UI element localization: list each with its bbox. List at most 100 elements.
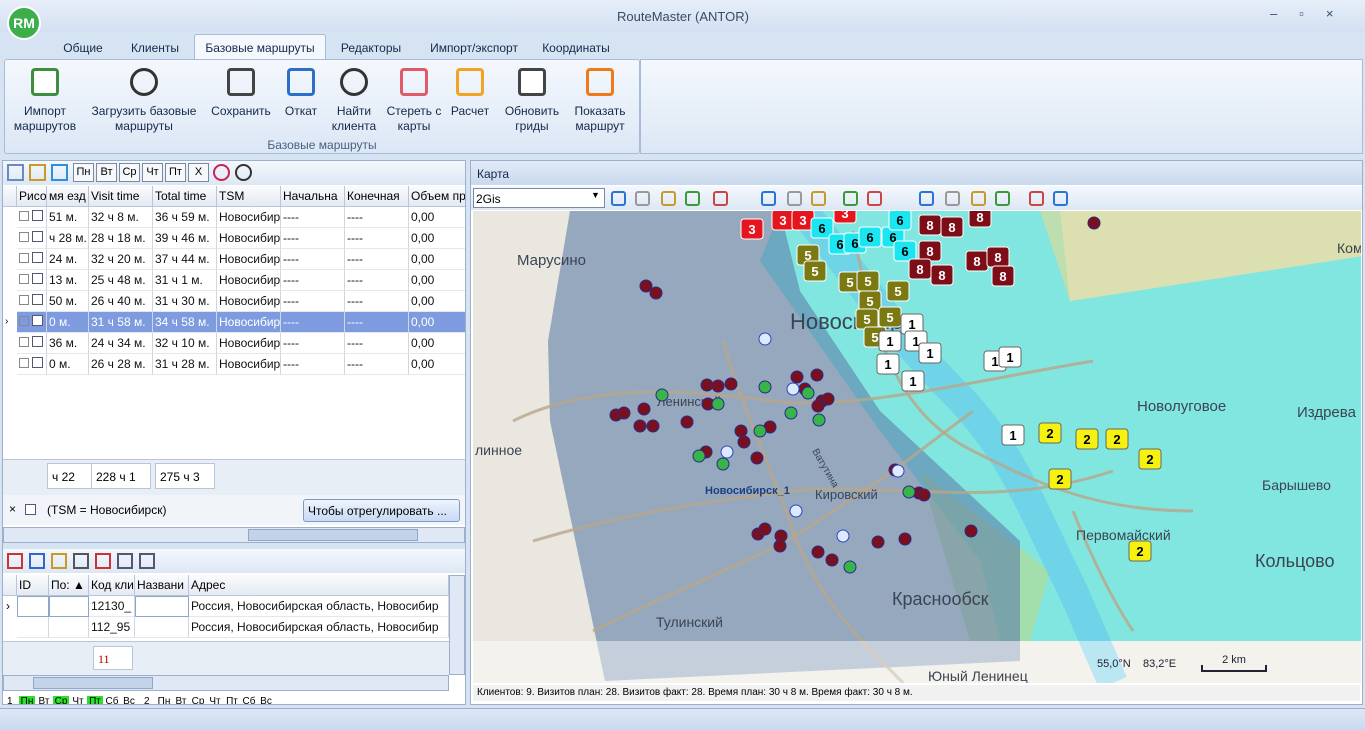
toolbar-icon[interactable]: [787, 191, 802, 206]
ribbon-button-label[interactable]: Откат: [284, 104, 318, 118]
tab[interactable]: Импорт/экспорт: [430, 41, 518, 55]
cell[interactable]: [17, 617, 49, 638]
cell[interactable]: 31 ч 30 м.: [153, 291, 217, 312]
row-indicator[interactable]: ›: [5, 316, 9, 327]
filter-button[interactable]: Чтобы отрегулировать ...: [303, 499, 460, 522]
select-arrow[interactable]: ▼: [591, 190, 600, 200]
day-button[interactable]: Чт: [142, 163, 163, 182]
toolbar-icon[interactable]: [213, 164, 230, 181]
cell[interactable]: 25 ч 48 м.: [89, 270, 153, 291]
cell[interactable]: ----: [345, 333, 409, 354]
tab[interactable]: Координаты: [542, 41, 610, 55]
h-scroll-thumb[interactable]: [248, 529, 418, 541]
ribbon-button-label[interactable]: Сохранить: [211, 104, 271, 118]
toolbar-icon[interactable]: [995, 191, 1010, 206]
toolbar-icon[interactable]: [95, 553, 111, 569]
cell[interactable]: [49, 617, 89, 638]
cell[interactable]: [135, 596, 189, 617]
cell[interactable]: 0,00: [409, 207, 465, 228]
column-header[interactable]: Объем пр: [409, 186, 465, 207]
filter-close[interactable]: ×: [9, 502, 17, 516]
row-expand[interactable]: [17, 270, 47, 291]
column-header[interactable]: Рисо: [17, 186, 47, 207]
day[interactable]: Пн: [19, 696, 35, 705]
ribbon-button-label[interactable]: Расчет: [450, 104, 490, 118]
cell[interactable]: 37 ч 44 м.: [153, 249, 217, 270]
ribbon-icon[interactable]: [400, 68, 428, 96]
day[interactable]: Сб: [105, 696, 119, 705]
cell[interactable]: ----: [345, 354, 409, 375]
toolbar-icon[interactable]: [7, 553, 23, 569]
cell[interactable]: 0,00: [409, 291, 465, 312]
ribbon-icon[interactable]: [130, 68, 158, 96]
cell[interactable]: ----: [281, 312, 345, 333]
row-expand[interactable]: [17, 249, 47, 270]
day-button[interactable]: Ср: [119, 163, 140, 182]
row-expand[interactable]: [17, 354, 47, 375]
tab[interactable]: Базовые маршруты: [194, 34, 326, 60]
row-expand[interactable]: [17, 333, 47, 354]
toolbar-icon[interactable]: [1053, 191, 1068, 206]
cell[interactable]: Новосибир: [217, 333, 281, 354]
cell[interactable]: 28 ч 18 м.: [89, 228, 153, 249]
cell[interactable]: [17, 596, 49, 617]
toolbar-icon[interactable]: [635, 191, 650, 206]
cell[interactable]: 112_95: [89, 617, 135, 638]
tab[interactable]: Клиенты: [130, 41, 180, 55]
cell[interactable]: Новосибир: [217, 291, 281, 312]
cell[interactable]: ----: [281, 270, 345, 291]
cell[interactable]: 0,00: [409, 354, 465, 375]
day-button[interactable]: Вт: [96, 163, 117, 182]
toolbar-icon[interactable]: [945, 191, 960, 206]
cell[interactable]: 31 ч 58 м.: [89, 312, 153, 333]
toolbar-icon[interactable]: [761, 191, 776, 206]
day[interactable]: Вт: [175, 696, 187, 705]
row-indicator[interactable]: [3, 354, 17, 375]
day[interactable]: Ср: [191, 696, 205, 705]
ribbon-button-label[interactable]: Загрузить базовые маршруты: [91, 104, 197, 133]
row-indicator[interactable]: [3, 617, 17, 638]
cell[interactable]: Россия, Новосибирская область, Новосибир: [189, 617, 449, 638]
toolbar-icon[interactable]: [7, 164, 24, 181]
ribbon-button-label[interactable]: Импорт маршрутов: [13, 104, 77, 133]
tab[interactable]: Общие: [63, 41, 103, 55]
toolbar-icon[interactable]: [971, 191, 986, 206]
column-header[interactable]: Visit time: [89, 186, 153, 207]
toolbar-icon[interactable]: [919, 191, 934, 206]
cell[interactable]: 12130_: [89, 596, 135, 617]
day-button[interactable]: X: [188, 163, 209, 182]
column-header[interactable]: Адрес: [189, 575, 449, 596]
cell[interactable]: ----: [345, 291, 409, 312]
cell[interactable]: ----: [345, 249, 409, 270]
cell[interactable]: 0,00: [409, 333, 465, 354]
cell[interactable]: 39 ч 46 м.: [153, 228, 217, 249]
cell[interactable]: 34 ч 58 м.: [153, 312, 217, 333]
ribbon-button-label[interactable]: Стереть с карты: [386, 104, 442, 133]
cell[interactable]: Новосибир: [217, 228, 281, 249]
cell[interactable]: 26 ч 28 м.: [89, 354, 153, 375]
column-header[interactable]: Код кли: [89, 575, 135, 596]
cell[interactable]: Россия, Новосибирская область, Новосибир: [189, 596, 449, 617]
column-header[interactable]: Начальна: [281, 186, 345, 207]
cell[interactable]: 24 м.: [47, 249, 89, 270]
row-indicator[interactable]: [3, 291, 17, 312]
cell[interactable]: 0,00: [409, 270, 465, 291]
cell[interactable]: Новосибир: [217, 312, 281, 333]
cell[interactable]: 13 м.: [47, 270, 89, 291]
cell[interactable]: 0,00: [409, 249, 465, 270]
row-expand[interactable]: [17, 228, 47, 249]
cell[interactable]: 0,00: [409, 312, 465, 333]
toolbar-icon[interactable]: [685, 191, 700, 206]
cell[interactable]: ----: [281, 249, 345, 270]
toolbar-icon[interactable]: [29, 553, 45, 569]
column-header[interactable]: ID: [17, 575, 49, 596]
row-expand[interactable]: [17, 291, 47, 312]
cell[interactable]: 36 м.: [47, 333, 89, 354]
cell[interactable]: [49, 596, 89, 617]
cell[interactable]: 32 ч 8 м.: [89, 207, 153, 228]
day-button[interactable]: Пн: [73, 163, 94, 182]
toolbar-icon[interactable]: [117, 553, 133, 569]
toolbar-icon[interactable]: [811, 191, 826, 206]
cell[interactable]: 32 ч 20 м.: [89, 249, 153, 270]
cell[interactable]: Новосибир: [217, 270, 281, 291]
